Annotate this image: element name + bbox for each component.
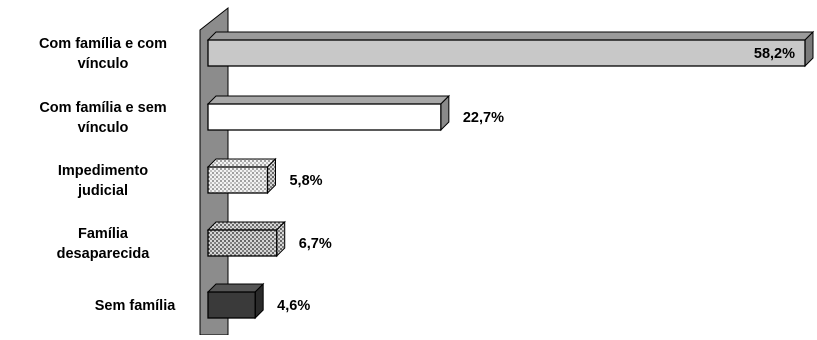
category-label: Impedimento judicial bbox=[58, 163, 148, 199]
category-label-line: Impedimento bbox=[58, 163, 148, 179]
category-label-line: Família bbox=[78, 226, 129, 242]
bar-5: 4,6% Sem família bbox=[95, 282, 310, 320]
category-label-line: vínculo bbox=[78, 56, 129, 72]
bar-front-face bbox=[207, 39, 806, 67]
category-label-line: judicial bbox=[77, 183, 128, 199]
bar-top-face bbox=[206, 283, 265, 293]
data-label: 5,8% bbox=[289, 173, 322, 189]
bar-2: 22,7% Com família e sem vínculo bbox=[39, 94, 504, 136]
category-label: Sem família bbox=[95, 298, 177, 314]
category-label-line: desaparecida bbox=[57, 246, 151, 262]
data-label: 22,7% bbox=[463, 110, 504, 126]
category-label: Família desaparecida bbox=[57, 226, 151, 262]
bar-top-face bbox=[206, 158, 277, 168]
bar-1: 58,2% Com família e com vínculo bbox=[39, 30, 815, 72]
bar-front-face bbox=[207, 103, 442, 131]
bar-front-face bbox=[207, 229, 278, 257]
category-label-line: vínculo bbox=[78, 120, 129, 136]
bar-front-face bbox=[207, 166, 269, 194]
category-label-line: Com família e sem bbox=[39, 100, 166, 116]
data-label: 58,2% bbox=[754, 46, 795, 62]
bar-4: 6,7% Família desaparecida bbox=[57, 220, 332, 262]
category-label: Com família e com vínculo bbox=[39, 36, 167, 72]
bar-top-face bbox=[206, 95, 451, 105]
bar-top-face bbox=[206, 221, 286, 231]
category-label-line: Com família e com bbox=[39, 36, 167, 52]
category-label: Com família e sem vínculo bbox=[39, 100, 166, 136]
bar-3: 5,8% Impedimento judicial bbox=[58, 157, 323, 199]
bar-front-face bbox=[207, 291, 256, 319]
bar-top-face bbox=[206, 31, 815, 41]
data-label: 4,6% bbox=[277, 298, 310, 314]
category-label-line: Sem família bbox=[95, 298, 177, 314]
data-label: 6,7% bbox=[299, 236, 332, 252]
